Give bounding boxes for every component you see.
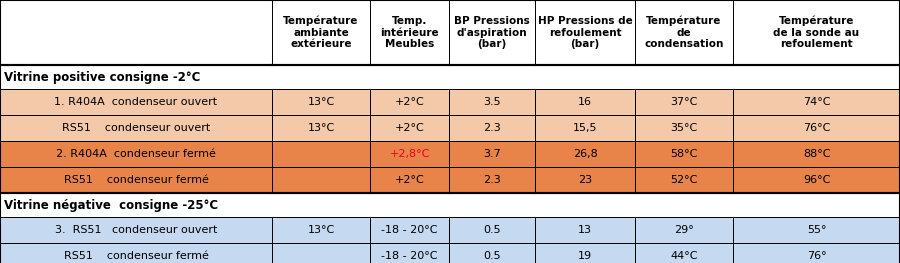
Text: 29°: 29°: [674, 225, 694, 235]
Text: 13°C: 13°C: [308, 225, 335, 235]
Text: 19: 19: [578, 251, 592, 261]
Text: HP Pressions de
refoulement
(bar): HP Pressions de refoulement (bar): [537, 16, 633, 49]
Bar: [370, 89, 449, 115]
Bar: [535, 0, 635, 65]
Text: RS51    condenseur ouvert: RS51 condenseur ouvert: [62, 123, 210, 133]
Bar: [0, 65, 900, 89]
Text: RS51    condenseur fermé: RS51 condenseur fermé: [64, 175, 209, 185]
Bar: [635, 167, 733, 193]
Text: +2°C: +2°C: [394, 123, 425, 133]
Bar: [535, 167, 635, 193]
Bar: [0, 89, 272, 115]
Bar: [370, 141, 449, 167]
Text: 13°C: 13°C: [308, 97, 335, 107]
Text: 2.3: 2.3: [483, 175, 501, 185]
Text: 44°C: 44°C: [670, 251, 698, 261]
Bar: [449, 141, 535, 167]
Text: BP Pressions
d'aspiration
(bar): BP Pressions d'aspiration (bar): [454, 16, 530, 49]
Bar: [449, 217, 535, 243]
Bar: [449, 0, 535, 65]
Text: 2. R404A  condenseur fermé: 2. R404A condenseur fermé: [56, 149, 216, 159]
Bar: [370, 0, 449, 65]
Bar: [0, 115, 272, 141]
Text: +2,8°C: +2,8°C: [390, 149, 429, 159]
Bar: [449, 115, 535, 141]
Text: Vitrine positive consigne -2°C: Vitrine positive consigne -2°C: [4, 70, 201, 83]
Bar: [449, 167, 535, 193]
Text: 13: 13: [578, 225, 592, 235]
Bar: [370, 217, 449, 243]
Bar: [272, 217, 370, 243]
Bar: [733, 243, 900, 263]
Bar: [0, 167, 272, 193]
Bar: [635, 217, 733, 243]
Bar: [733, 115, 900, 141]
Bar: [635, 243, 733, 263]
Text: 16: 16: [578, 97, 592, 107]
Text: 58°C: 58°C: [670, 149, 698, 159]
Text: 2.3: 2.3: [483, 123, 501, 133]
Text: Vitrine négative  consigne -25°C: Vitrine négative consigne -25°C: [4, 199, 218, 211]
Text: +2°C: +2°C: [394, 175, 425, 185]
Bar: [535, 217, 635, 243]
Bar: [733, 89, 900, 115]
Bar: [449, 89, 535, 115]
Text: 26,8: 26,8: [572, 149, 598, 159]
Bar: [635, 0, 733, 65]
Bar: [0, 217, 272, 243]
Text: 0.5: 0.5: [483, 251, 500, 261]
Text: -18 - 20°C: -18 - 20°C: [382, 225, 437, 235]
Bar: [449, 243, 535, 263]
Bar: [272, 115, 370, 141]
Bar: [0, 243, 272, 263]
Text: 1. R404A  condenseur ouvert: 1. R404A condenseur ouvert: [54, 97, 218, 107]
Text: 0.5: 0.5: [483, 225, 500, 235]
Bar: [272, 89, 370, 115]
Bar: [635, 89, 733, 115]
Text: -18 - 20°C: -18 - 20°C: [382, 251, 437, 261]
Text: 3.  RS51   condenseur ouvert: 3. RS51 condenseur ouvert: [55, 225, 217, 235]
Text: 23: 23: [578, 175, 592, 185]
Bar: [635, 141, 733, 167]
Text: 3.7: 3.7: [483, 149, 501, 159]
Bar: [0, 0, 272, 65]
Bar: [370, 167, 449, 193]
Text: 35°C: 35°C: [670, 123, 698, 133]
Text: Température
de la sonde au
refoulement: Température de la sonde au refoulement: [773, 16, 860, 49]
Bar: [535, 89, 635, 115]
Bar: [272, 0, 370, 65]
Text: Temp.
intérieure
Meubles: Temp. intérieure Meubles: [380, 16, 439, 49]
Text: 76°C: 76°C: [803, 123, 830, 133]
Bar: [535, 243, 635, 263]
Bar: [535, 115, 635, 141]
Bar: [535, 141, 635, 167]
Text: 74°C: 74°C: [803, 97, 830, 107]
Text: 76°: 76°: [806, 251, 826, 261]
Bar: [635, 115, 733, 141]
Bar: [733, 141, 900, 167]
Bar: [272, 243, 370, 263]
Text: 96°C: 96°C: [803, 175, 830, 185]
Text: 13°C: 13°C: [308, 123, 335, 133]
Bar: [733, 167, 900, 193]
Text: 15,5: 15,5: [572, 123, 598, 133]
Text: +2°C: +2°C: [394, 97, 425, 107]
Text: 55°: 55°: [806, 225, 826, 235]
Bar: [0, 141, 272, 167]
Text: RS51    condenseur fermé: RS51 condenseur fermé: [64, 251, 209, 261]
Bar: [272, 141, 370, 167]
Text: 3.5: 3.5: [483, 97, 500, 107]
Text: 37°C: 37°C: [670, 97, 698, 107]
Text: Température
ambiante
extérieure: Température ambiante extérieure: [284, 16, 359, 49]
Bar: [370, 243, 449, 263]
Text: 88°C: 88°C: [803, 149, 830, 159]
Text: Température
de
condensation: Température de condensation: [644, 16, 724, 49]
Bar: [0, 193, 900, 217]
Bar: [733, 217, 900, 243]
Bar: [733, 0, 900, 65]
Bar: [272, 167, 370, 193]
Bar: [370, 115, 449, 141]
Text: 52°C: 52°C: [670, 175, 698, 185]
